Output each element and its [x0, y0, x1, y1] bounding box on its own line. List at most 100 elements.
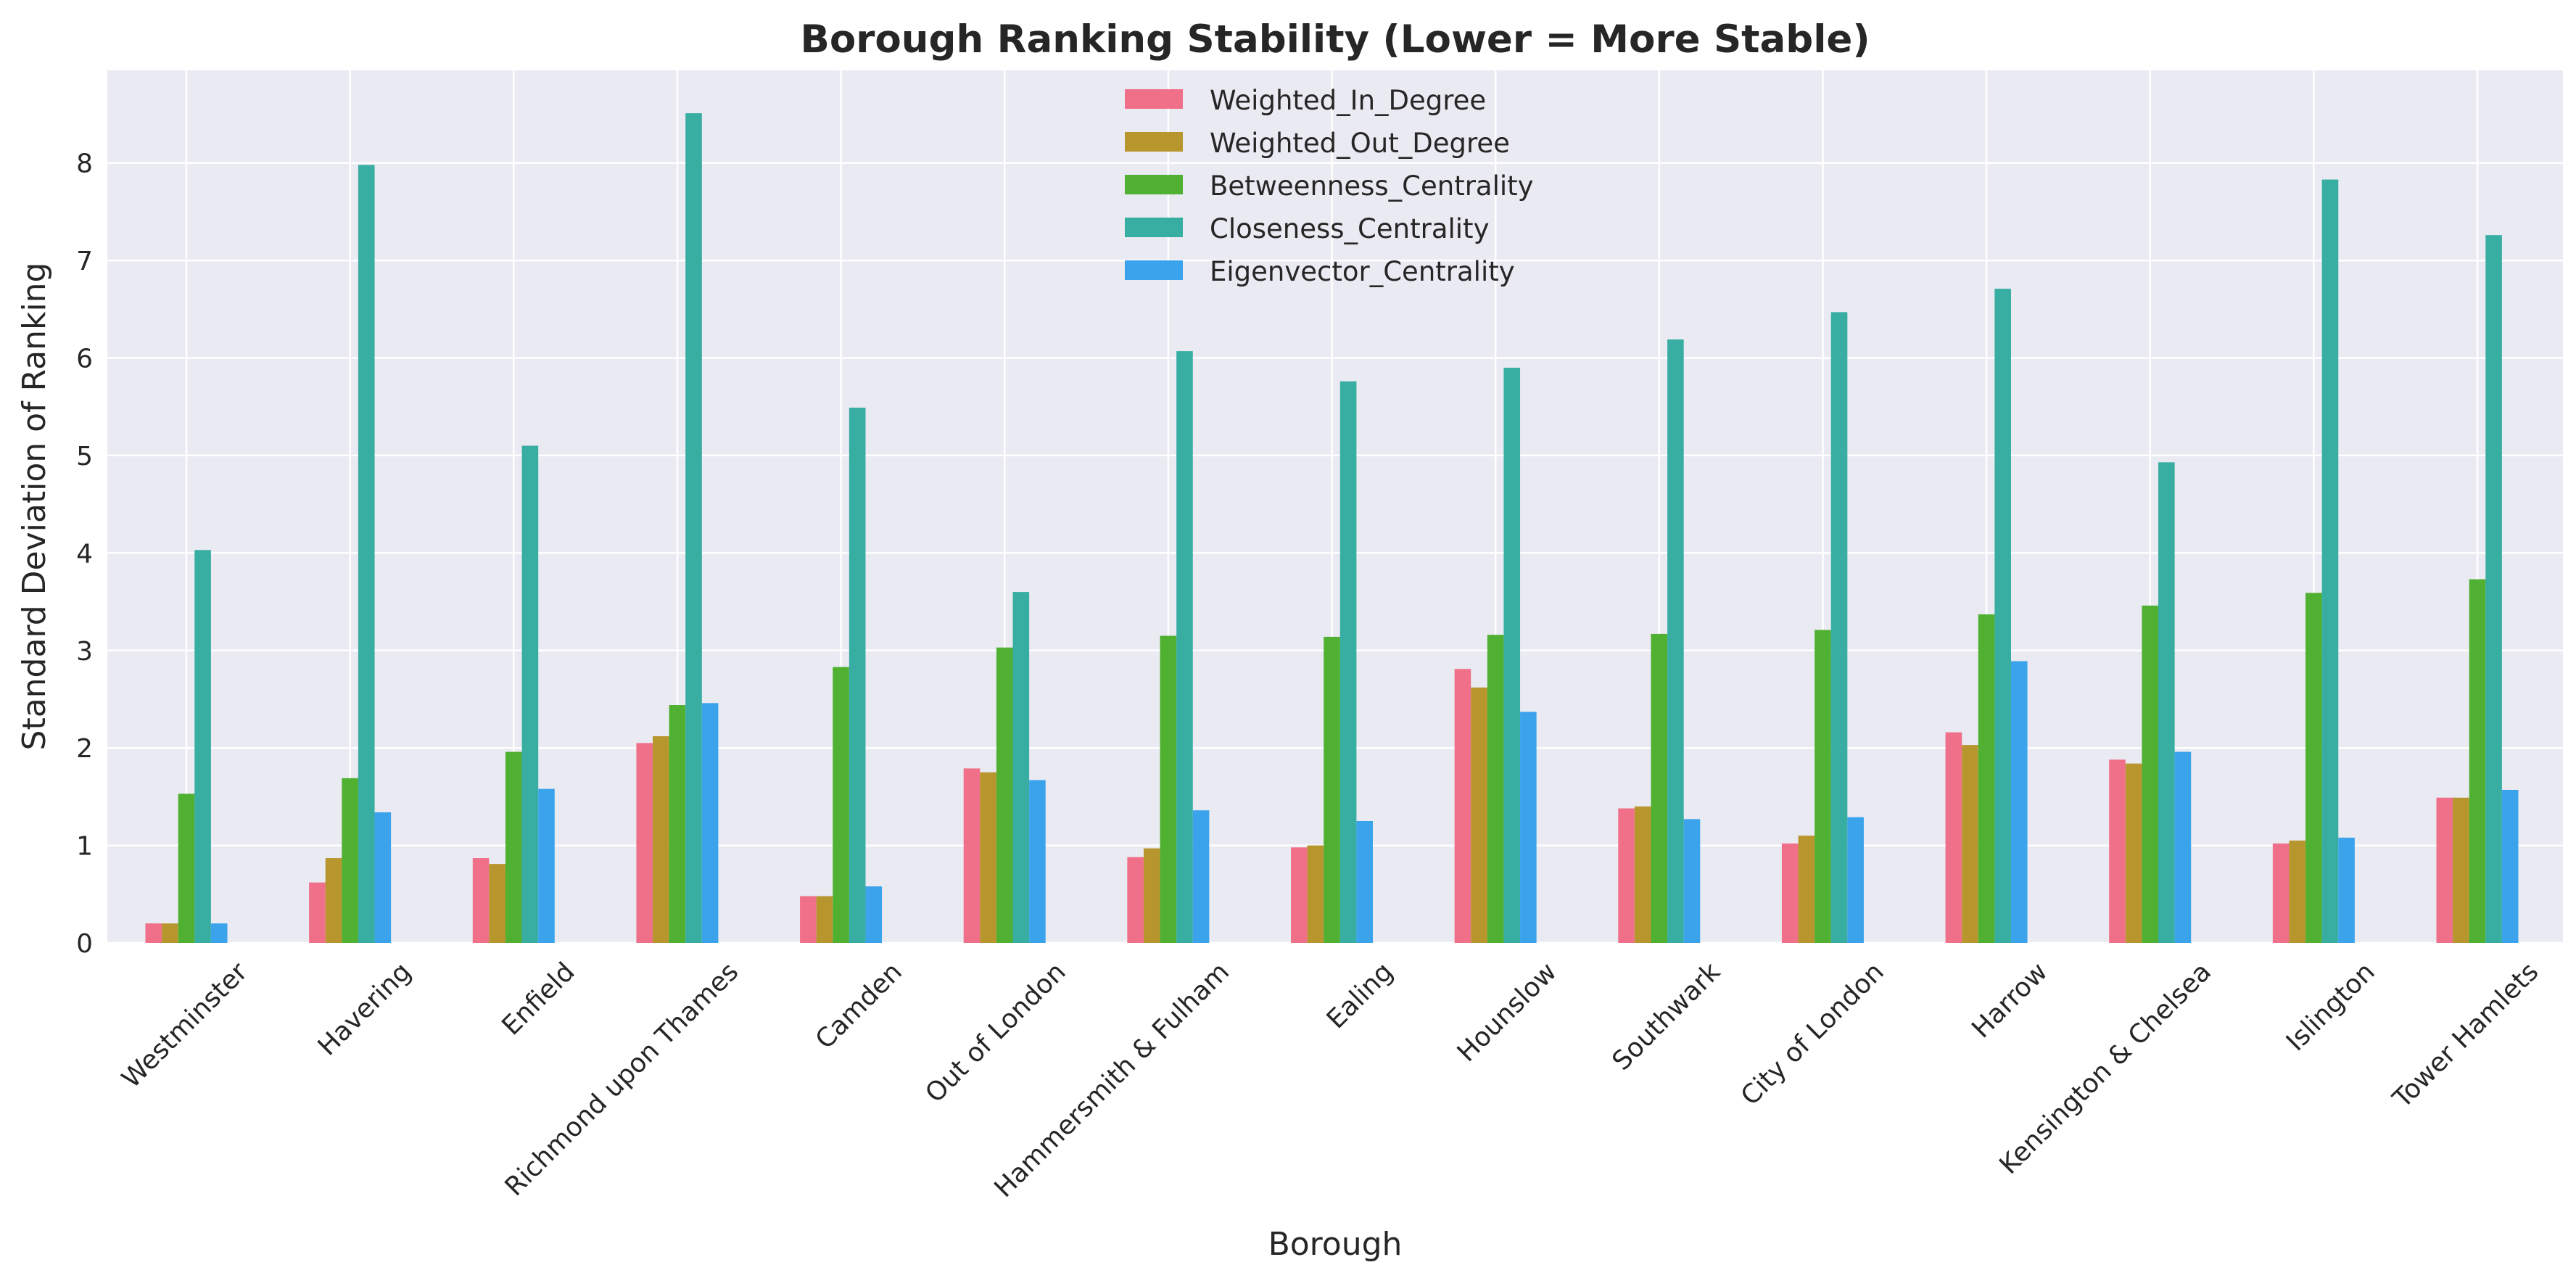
legend-label: Betweenness_Centrality — [1210, 170, 1534, 202]
bar — [2158, 462, 2175, 943]
chart-title: Borough Ranking Stability (Lower = More … — [800, 17, 1870, 62]
bar — [1192, 810, 1210, 943]
bar — [325, 858, 342, 943]
legend-item: Weighted_Out_Degree — [1125, 128, 1510, 159]
y-tick-label: 4 — [76, 539, 93, 569]
bar — [685, 113, 702, 944]
bar — [2501, 789, 2519, 943]
bar — [980, 772, 996, 943]
y-tick-label: 1 — [76, 832, 93, 862]
bar — [1798, 836, 1815, 943]
bar — [358, 165, 375, 944]
x-tick-label: Tower Hamlets — [2387, 957, 2544, 1114]
legend-label: Eigenvector_Centrality — [1210, 256, 1515, 287]
y-tick-label: 8 — [76, 149, 93, 179]
bar — [1176, 351, 1193, 944]
bar — [833, 667, 849, 943]
bar — [1029, 780, 1046, 943]
bar — [816, 896, 833, 943]
x-tick-label: Westminster — [116, 957, 253, 1094]
bar — [521, 445, 539, 943]
y-tick-label: 3 — [76, 637, 93, 667]
bar — [865, 886, 883, 943]
bar — [2321, 179, 2339, 944]
x-tick-label: Islington — [2281, 957, 2381, 1057]
bar — [2485, 235, 2502, 943]
bar — [636, 743, 653, 943]
bar — [2305, 593, 2322, 943]
x-tick-label: Ealing — [1321, 957, 1399, 1034]
y-axis-label: Standard Deviation of Ranking — [16, 263, 53, 751]
bar — [1978, 614, 1995, 943]
bar — [538, 788, 555, 943]
bar — [178, 794, 195, 943]
y-tick-label: 5 — [76, 442, 93, 471]
legend: Weighted_In_Degree Weighted_Out_Degree Bet… — [1125, 85, 1534, 287]
bar — [963, 768, 981, 943]
bars — [145, 113, 2519, 944]
bar — [1847, 817, 1864, 943]
legend-item: Closeness_Centrality — [1125, 213, 1489, 244]
bar — [1994, 289, 2011, 943]
bar — [2338, 837, 2355, 943]
bar — [1339, 381, 1357, 943]
legend-swatch — [1125, 260, 1183, 280]
bar — [2109, 759, 2126, 943]
legend-swatch — [1125, 175, 1183, 194]
series-Weighted_In_Degree — [145, 669, 2453, 943]
bar — [309, 882, 326, 943]
bar — [2174, 751, 2192, 943]
bar — [669, 705, 686, 943]
x-axis-label: Borough — [1268, 1226, 1403, 1263]
bar — [1618, 808, 1635, 943]
bar — [1962, 745, 1978, 943]
legend-swatch — [1125, 132, 1183, 152]
bar — [505, 751, 522, 943]
bar — [996, 647, 1013, 943]
series-Eigenvector_Centrality — [210, 661, 2519, 943]
x-tick-label: Enfield — [497, 957, 581, 1041]
x-tick-label: Camden — [810, 957, 908, 1055]
y-tick-labels: 0 1 2 3 4 5 6 7 8 — [76, 149, 93, 959]
y-tick-label: 0 — [76, 929, 93, 959]
bar — [1291, 847, 1308, 943]
bar — [2142, 605, 2159, 943]
x-tick-label: Southwark — [1607, 957, 1727, 1076]
y-tick-label: 2 — [76, 734, 93, 764]
bar — [1487, 635, 1504, 943]
series-Betweenness_Centrality — [178, 579, 2486, 943]
x-tick-label: City of London — [1735, 957, 1890, 1111]
bar — [145, 923, 162, 943]
bar — [2289, 840, 2306, 943]
bar — [653, 736, 669, 943]
bar — [1815, 630, 1831, 943]
bar — [2010, 661, 2028, 943]
bar — [1307, 845, 1324, 943]
bar — [1683, 819, 1701, 943]
legend-item: Eigenvector_Centrality — [1125, 256, 1515, 287]
bar — [1471, 687, 1487, 943]
bar — [1454, 669, 1471, 943]
bar — [1651, 633, 1668, 943]
bar — [210, 923, 228, 943]
bar — [162, 923, 178, 943]
legend-item: Weighted_In_Degree — [1125, 85, 1486, 116]
bar — [2272, 843, 2290, 943]
legend-label: Closeness_Centrality — [1210, 213, 1489, 244]
bar — [489, 864, 505, 943]
x-tick-label: Harrow — [1966, 957, 2053, 1044]
bar — [1127, 857, 1144, 943]
bar — [1830, 312, 1848, 944]
bar — [1356, 820, 1373, 943]
bar — [800, 896, 817, 943]
bar — [1520, 712, 1537, 943]
bar — [194, 550, 211, 943]
bar — [849, 408, 866, 943]
y-tick-label: 6 — [76, 345, 93, 374]
y-tick-label: 7 — [76, 247, 93, 276]
bar — [1781, 843, 1799, 943]
bar — [1143, 848, 1160, 943]
